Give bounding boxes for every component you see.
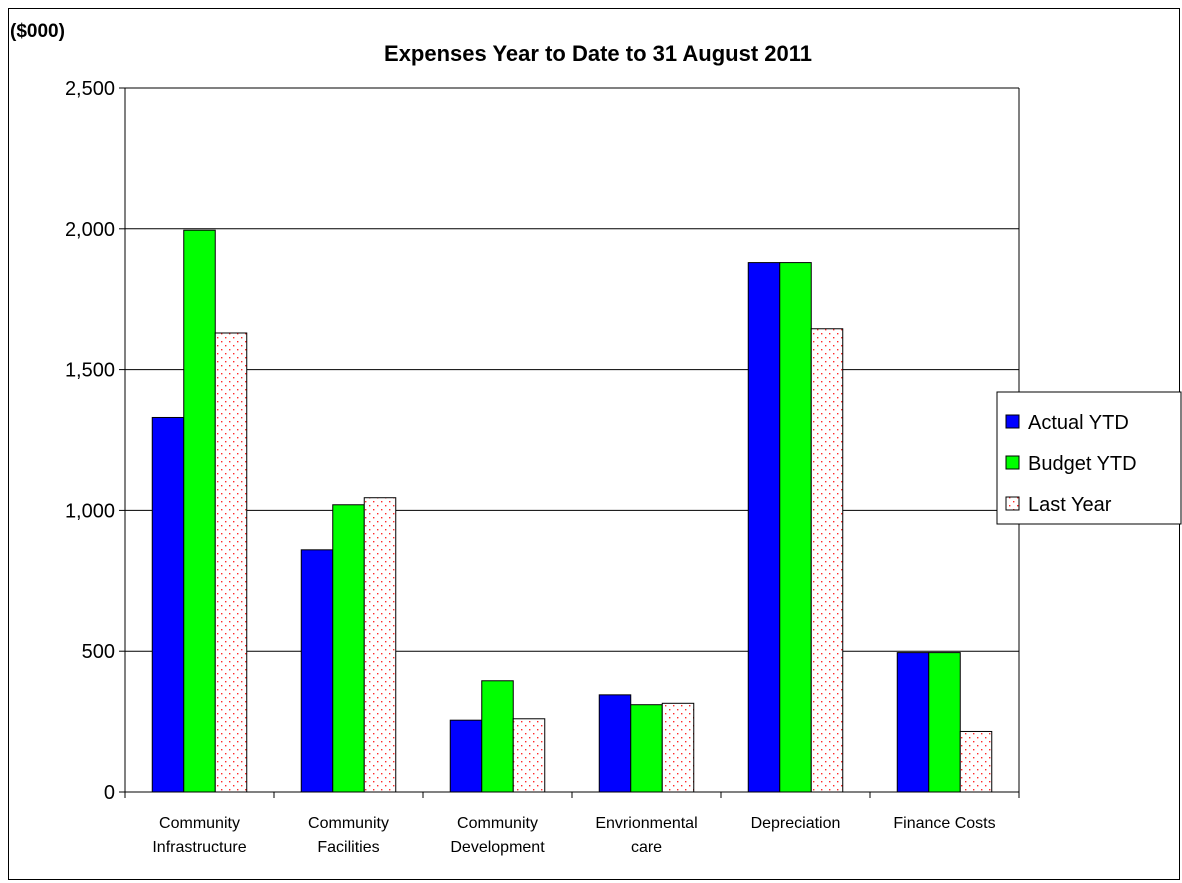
x-tick-label-line: Facilities (317, 839, 379, 856)
x-tick-label-line: care (631, 839, 662, 856)
bar-actual-ytd (449, 719, 483, 793)
legend-label: Actual YTD (1028, 412, 1129, 434)
bar-last-year (661, 702, 695, 793)
y-tick-label: 1,500 (65, 360, 115, 382)
chart-title: Expenses Year to Date to 31 August 2011 (384, 41, 812, 66)
x-tick-label-line: Community (159, 815, 240, 832)
x-tick-label-line: Development (450, 839, 545, 856)
x-tick-label-line: Community (308, 815, 389, 832)
x-tick-label-line: Envrionmental (595, 815, 697, 832)
x-tick-label: Depreciation (751, 815, 841, 832)
bar-budget-ytd (779, 262, 812, 793)
legend-swatch-last-year (1005, 496, 1020, 511)
legend: Actual YTD Budget YTD Last Year (996, 391, 1182, 525)
y-tick-label: 2,000 (65, 219, 115, 241)
bar-actual-ytd (747, 262, 781, 793)
x-tick-label: Community Infrastructure (152, 815, 246, 856)
x-tick-label: Community Facilities (308, 815, 389, 856)
axes (119, 87, 1020, 798)
bar-last-year (810, 328, 844, 793)
bar-last-year (214, 332, 248, 793)
bars (151, 229, 993, 793)
bar-budget-ytd (481, 680, 514, 793)
x-tick-label-line: Depreciation (751, 815, 841, 832)
y-tick-labels: 0 500 1,000 1,500 2,000 2,500 (65, 78, 115, 804)
x-tick-label-line: Infrastructure (152, 839, 246, 856)
legend-label: Last Year (1028, 494, 1112, 516)
x-tick-label: Finance Costs (893, 815, 995, 832)
bar-budget-ytd (183, 229, 216, 793)
gridlines (125, 87, 1019, 652)
bar-last-year (363, 497, 397, 793)
y-tick-label: 2,500 (65, 78, 115, 100)
bar-actual-ytd (151, 416, 185, 793)
bar-budget-ytd (630, 704, 663, 793)
unit-label: ($000) (10, 21, 65, 42)
legend-box (996, 391, 1182, 525)
y-tick-label: 1,000 (65, 500, 115, 522)
bar-actual-ytd (300, 549, 334, 793)
x-tick-label: Community Development (450, 815, 545, 856)
x-tick-label-line: Finance Costs (893, 815, 995, 832)
y-tick-label: 0 (104, 782, 115, 804)
bar-budget-ytd (332, 504, 365, 793)
legend-swatch-budget-ytd (1005, 455, 1020, 470)
legend-swatch-actual-ytd (1005, 414, 1020, 429)
x-tick-label: Envrionmental care (595, 815, 697, 856)
bar-last-year (512, 718, 546, 793)
bar-actual-ytd (598, 694, 632, 793)
bar-budget-ytd (928, 652, 961, 793)
x-tick-labels: Community Infrastructure Community Faciliti… (152, 815, 995, 856)
bar-last-year (959, 730, 993, 793)
bar-actual-ytd (896, 652, 930, 793)
y-tick-label: 500 (82, 641, 115, 663)
legend-label: Budget YTD (1028, 453, 1137, 475)
x-tick-label-line: Community (457, 815, 538, 832)
